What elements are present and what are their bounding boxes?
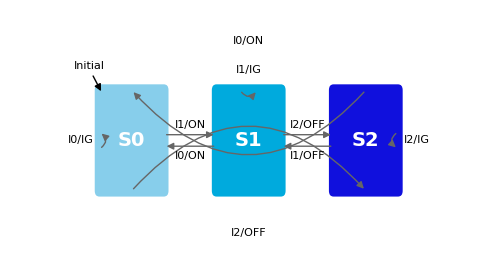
Text: I0/ON: I0/ON: [175, 151, 206, 160]
Text: I1/ON: I1/ON: [175, 120, 206, 130]
Text: I2/OFF: I2/OFF: [289, 120, 325, 130]
Text: I1/OFF: I1/OFF: [290, 151, 325, 160]
FancyBboxPatch shape: [212, 84, 286, 196]
Text: S0: S0: [118, 131, 145, 150]
Text: I0/ON: I0/ON: [233, 36, 264, 46]
Text: I2/IG: I2/IG: [404, 136, 430, 146]
Text: S2: S2: [352, 131, 380, 150]
FancyBboxPatch shape: [329, 84, 403, 196]
Text: I2/OFF: I2/OFF: [231, 228, 267, 238]
Text: S1: S1: [235, 131, 263, 150]
FancyBboxPatch shape: [95, 84, 168, 196]
Text: Initial: Initial: [73, 61, 105, 71]
Text: I0/IG: I0/IG: [68, 136, 94, 146]
Text: I1/IG: I1/IG: [236, 65, 262, 75]
